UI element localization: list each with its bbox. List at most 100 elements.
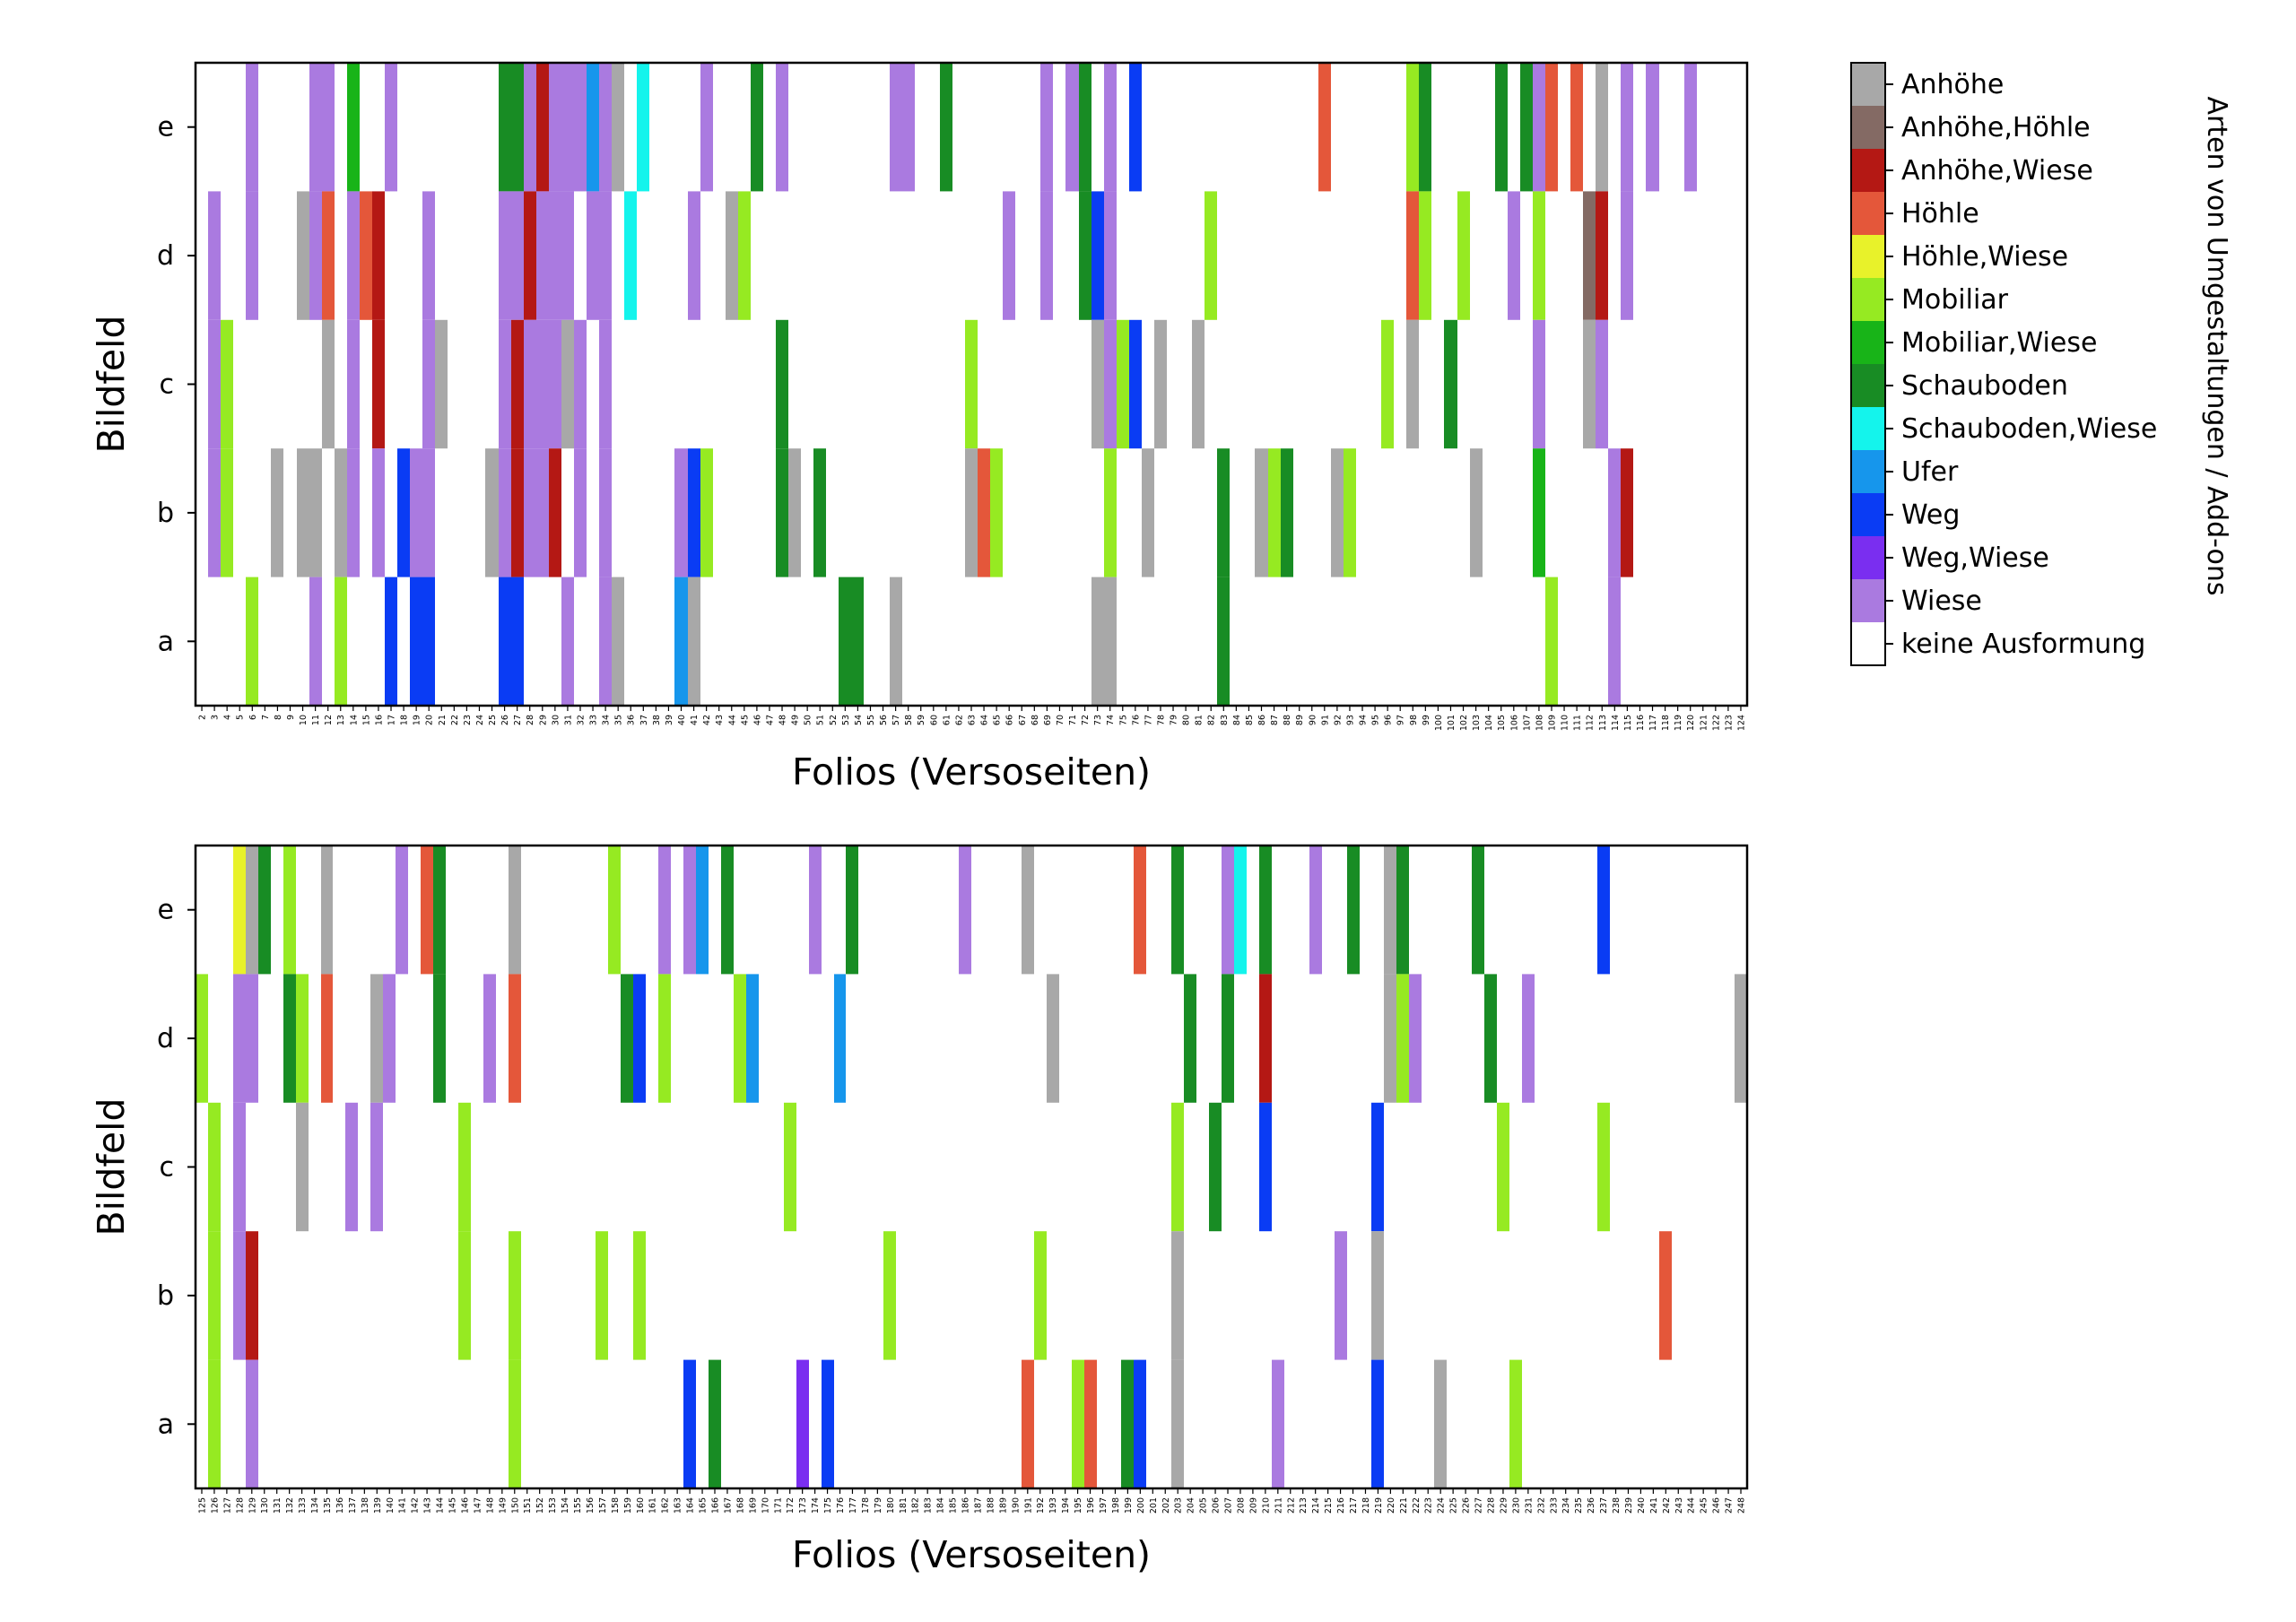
cell-b-219-anh-he: [1371, 1231, 1384, 1360]
x-tick-label-133: 133: [298, 1497, 308, 1514]
x-tick-label-131: 131: [273, 1497, 283, 1514]
cell-b-19-wiese: [410, 448, 422, 577]
cell-c-219-weg: [1371, 1102, 1384, 1232]
cell-d-3-wiese: [208, 191, 221, 320]
x-tick-label-3: 3: [211, 715, 221, 720]
x-tick-label-239: 239: [1624, 1497, 1634, 1514]
cell-d-221-mobiliar: [1396, 974, 1409, 1103]
cell-e-144-schauboden: [433, 846, 446, 975]
x-tick-label-70: 70: [1056, 715, 1065, 725]
cell-d-16-anh-he-wiese: [372, 191, 385, 320]
cell-a-173-weg-wiese: [796, 1359, 809, 1488]
x-tick-label-138: 138: [361, 1497, 370, 1514]
cell-e-74-wiese: [1104, 63, 1117, 192]
cell-e-33-ufer: [587, 63, 599, 192]
cell-a-150-mobiliar: [509, 1359, 521, 1488]
x-tick-label-128: 128: [235, 1497, 245, 1514]
cell-e-37-schauboden-wiese: [637, 63, 649, 192]
x-tick-label-120: 120: [1686, 715, 1696, 731]
legend-swatch-anh-he: [1851, 63, 1885, 107]
cell-b-11-anh-he: [309, 448, 322, 577]
x-tick-label-228: 228: [1486, 1497, 1496, 1514]
cell-b-32-wiese: [574, 448, 587, 577]
x-tick-label-229: 229: [1499, 1497, 1509, 1514]
cell-b-128-wiese: [233, 1231, 246, 1360]
x-tick-label-31: 31: [563, 715, 573, 725]
cell-b-20-wiese: [422, 448, 435, 577]
cell-d-210-anh-he-wiese: [1259, 974, 1272, 1103]
cell-d-27-wiese: [511, 191, 524, 320]
cell-b-29-wiese: [536, 448, 549, 577]
cell-d-73-weg: [1091, 191, 1104, 320]
cell-b-150-mobiliar: [509, 1231, 521, 1360]
x-tick-label-28: 28: [526, 715, 535, 725]
cell-b-63-anh-he: [965, 448, 978, 577]
cell-b-114-wiese: [1608, 448, 1621, 577]
cell-b-192-mobiliar: [1034, 1231, 1047, 1360]
cell-c-31-anh-he: [561, 319, 574, 449]
cell-d-28-anh-he-wiese: [524, 191, 536, 320]
cell-c-229-mobiliar: [1497, 1102, 1509, 1232]
cell-a-219-weg: [1371, 1359, 1384, 1488]
cell-d-30-wiese: [549, 191, 561, 320]
x-tick-label-156: 156: [586, 1497, 596, 1514]
cell-d-204-schauboden: [1184, 974, 1196, 1103]
cell-e-11-wiese: [309, 63, 322, 192]
cell-d-129-wiese: [246, 974, 258, 1103]
cell-e-71-wiese: [1065, 63, 1079, 192]
x-tick-label-173: 173: [798, 1497, 808, 1514]
x-tick-label-177: 177: [848, 1497, 858, 1514]
cell-c-30-wiese: [549, 319, 561, 449]
x-tick-label-140: 140: [386, 1497, 396, 1514]
x-tick-label-153: 153: [548, 1497, 558, 1514]
x-tick-label-32: 32: [576, 715, 586, 725]
cell-b-77-anh-he: [1142, 448, 1154, 577]
cell-d-193-anh-he: [1047, 974, 1059, 1103]
x-tick-label-39: 39: [665, 715, 674, 725]
legend-label-schauboden-wiese: Schauboden,Wiese: [1901, 413, 2157, 445]
x-tick-label-174: 174: [811, 1497, 821, 1514]
cell-d-135-h-hle: [321, 974, 333, 1103]
cell-e-162-wiese: [658, 846, 671, 975]
cell-e-115-wiese: [1621, 63, 1633, 192]
cell-e-14-mobiliar-wiese: [347, 63, 360, 192]
x-tick-label-220: 220: [1387, 1497, 1396, 1514]
cell-b-3-wiese: [208, 448, 221, 577]
x-tick-label-40: 40: [677, 715, 687, 725]
x-tick-label-169: 169: [748, 1497, 758, 1514]
x-tick-label-185: 185: [949, 1497, 959, 1514]
x-tick-label-164: 164: [686, 1497, 696, 1514]
x-tick-label-161: 161: [648, 1497, 658, 1514]
cell-c-137-wiese: [345, 1102, 358, 1232]
cell-e-61-schauboden: [940, 63, 952, 192]
cell-e-98-mobiliar: [1406, 63, 1419, 192]
y-axis-label: Bildfeld: [90, 1097, 133, 1236]
cell-c-113-wiese: [1596, 319, 1608, 449]
x-tick-label-196: 196: [1086, 1497, 1096, 1514]
x-tick-label-8: 8: [274, 715, 283, 720]
legend-label-weg: Weg: [1901, 499, 1960, 531]
cell-a-40-ufer: [674, 577, 688, 706]
cell-d-99-mobiliar: [1419, 191, 1431, 320]
x-tick-label-175: 175: [823, 1497, 833, 1514]
cell-a-17-weg: [385, 577, 397, 706]
y-tick-label-a: a: [158, 1409, 174, 1440]
x-tick-label-94: 94: [1359, 715, 1369, 725]
x-tick-label-214: 214: [1311, 1497, 1321, 1514]
x-tick-label-203: 203: [1174, 1497, 1184, 1514]
x-tick-label-98: 98: [1409, 715, 1419, 725]
x-tick-label-86: 86: [1257, 715, 1267, 725]
x-tick-label-81: 81: [1195, 715, 1205, 725]
x-tick-label-69: 69: [1043, 715, 1053, 725]
x-tick-label-124: 124: [1736, 715, 1746, 731]
x-tick-label-122: 122: [1711, 715, 1721, 731]
x-tick-label-180: 180: [886, 1497, 896, 1514]
x-tick-label-130: 130: [260, 1497, 270, 1514]
x-tick-label-194: 194: [1061, 1497, 1071, 1514]
cell-d-160-weg: [633, 974, 646, 1103]
cell-a-35-anh-he: [612, 577, 624, 706]
cell-b-146-mobiliar: [458, 1231, 471, 1360]
cell-b-49-anh-he: [788, 448, 801, 577]
cell-d-162-mobiliar: [658, 974, 671, 1103]
